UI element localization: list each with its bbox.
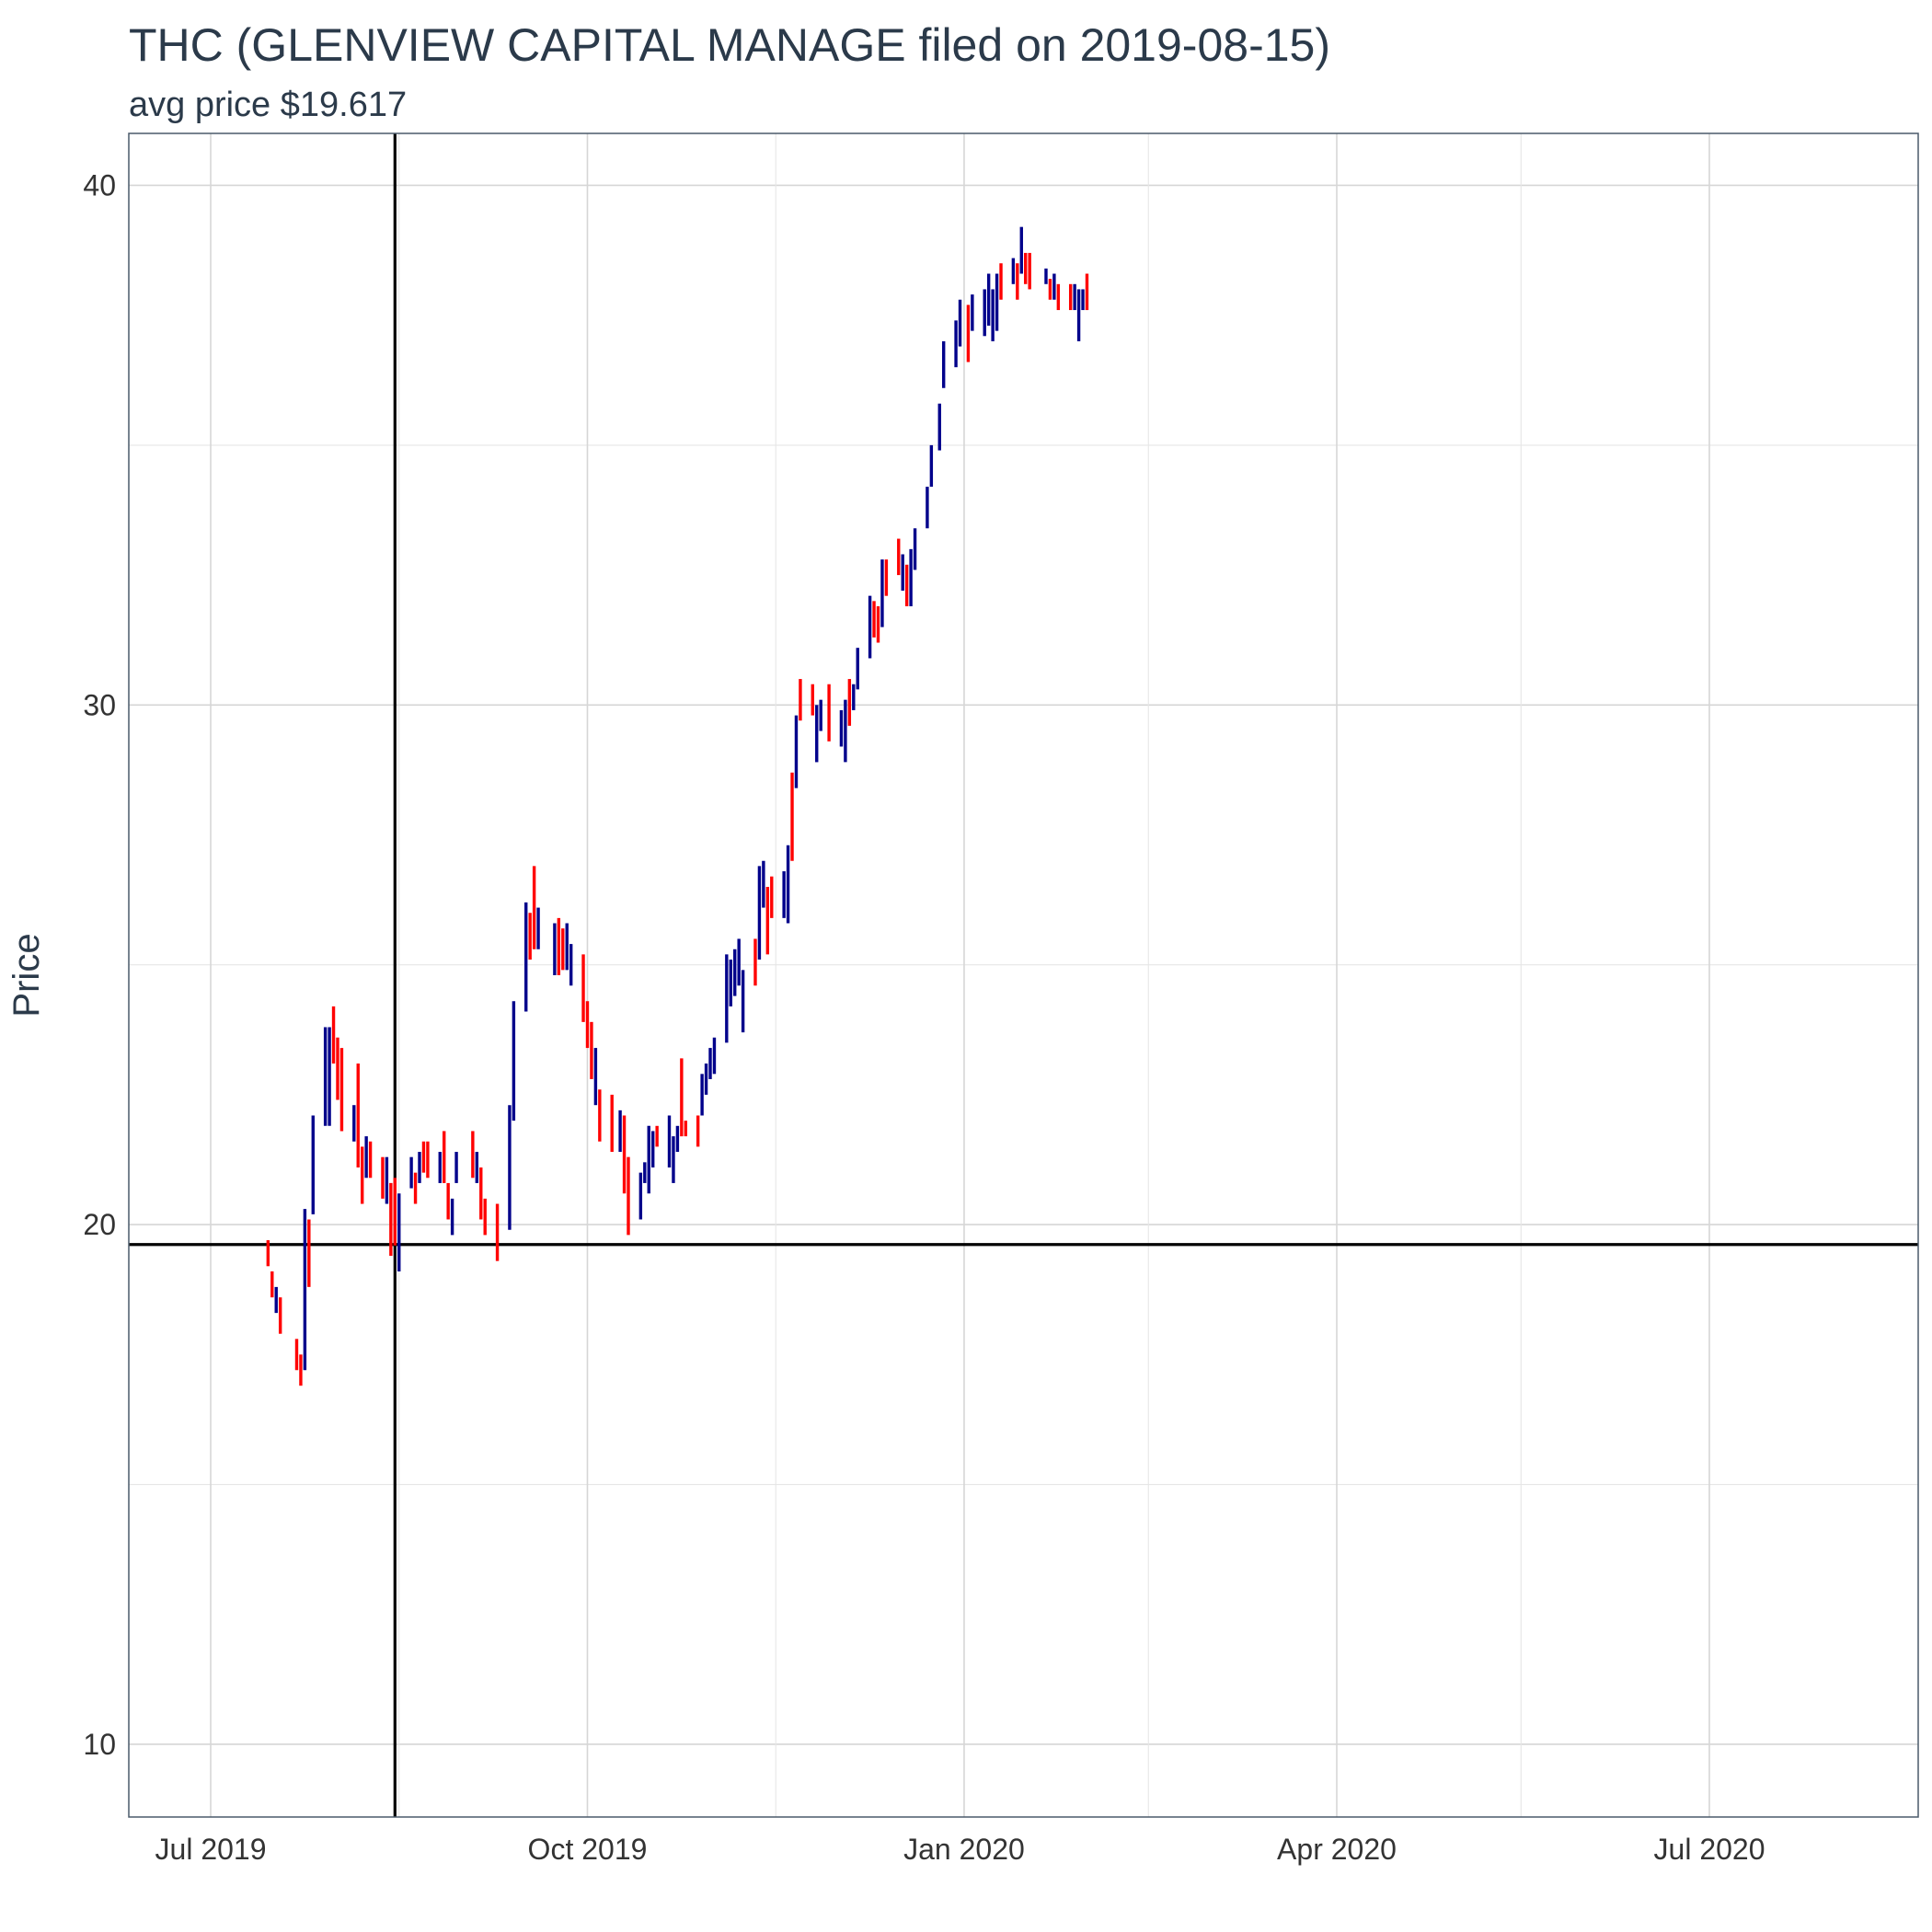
- x-tick-label: Jul 2019: [155, 1833, 267, 1866]
- y-tick-label: 30: [83, 688, 116, 721]
- x-tick-label: Oct 2019: [528, 1833, 648, 1866]
- y-tick-label: 40: [83, 168, 116, 201]
- grid: [129, 133, 1918, 1817]
- x-tick-label: Apr 2020: [1277, 1833, 1397, 1866]
- chart-subtitle: avg price $19.617: [129, 86, 407, 124]
- y-tick-label: 10: [83, 1728, 116, 1761]
- y-tick-label: 20: [83, 1208, 116, 1241]
- x-tick-label: Jul 2020: [1654, 1833, 1765, 1866]
- ohlc-bars: [266, 226, 1089, 1386]
- axes: 10 20 30 40 Jul 2019 Oct 2019 Jan 2020 Apr 2020…: [83, 168, 1765, 1866]
- plot-frame: [128, 132, 1919, 1818]
- x-tick-label: Jan 2020: [903, 1833, 1025, 1866]
- reference-lines: [129, 133, 1918, 1817]
- y-axis-title: Price: [6, 933, 47, 1017]
- chart-title: THC (GLENVIEW CAPITAL MANAGE filed on 20…: [129, 19, 1330, 71]
